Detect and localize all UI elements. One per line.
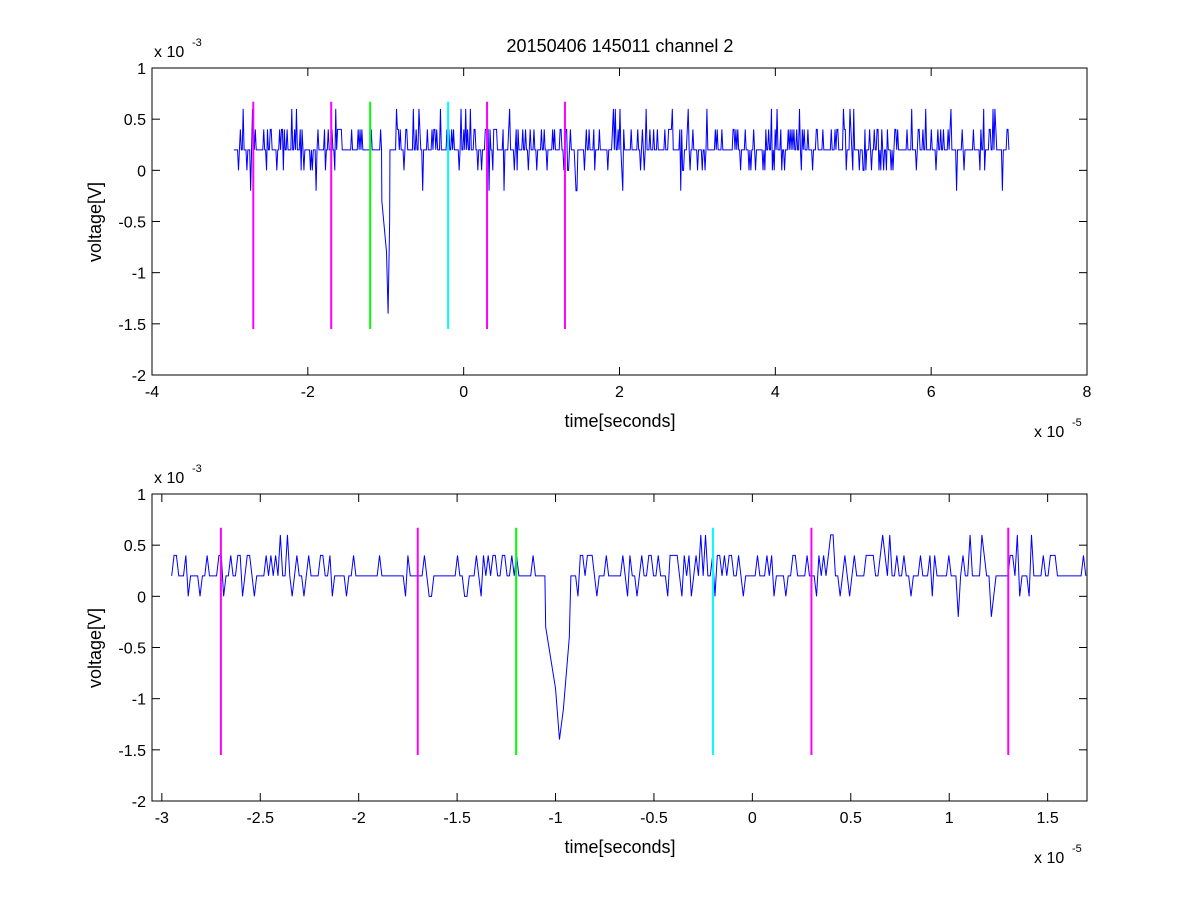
y-exponent-base: x 10 bbox=[154, 470, 184, 487]
y-exponent-base: x 10 bbox=[154, 44, 184, 61]
x-exponent-power: -5 bbox=[1072, 417, 1082, 429]
y-tick-label: 1 bbox=[137, 61, 146, 78]
y-tick-label: 0.5 bbox=[124, 538, 146, 555]
y-tick-label: 0.5 bbox=[124, 112, 146, 129]
signal-series bbox=[171, 534, 1087, 740]
y-tick-label: -1 bbox=[132, 266, 146, 283]
chart-title: 20150406 145011 channel 2 bbox=[507, 36, 734, 56]
x-tick-label: -2 bbox=[352, 810, 366, 827]
x-tick-label: 0 bbox=[748, 810, 757, 827]
y-tick-label: -2 bbox=[132, 794, 146, 811]
x-tick-label: -2.5 bbox=[246, 810, 274, 827]
x-tick-label: 0 bbox=[459, 384, 468, 401]
y-exponent-power: -3 bbox=[192, 37, 202, 49]
chart-top: 20150406 145011 channel 2 x 10 -3 x 10 -… bbox=[85, 36, 1092, 441]
x-tick-label: -1.5 bbox=[443, 810, 471, 827]
x-exponent-base: x 10 bbox=[1034, 850, 1064, 867]
y-tick-label: 1 bbox=[137, 487, 146, 504]
x-tick-label: 1 bbox=[945, 810, 954, 827]
y-tick-label: -0.5 bbox=[118, 641, 146, 658]
x-tick-label: 8 bbox=[1083, 384, 1092, 401]
x-tick-label: 6 bbox=[927, 384, 936, 401]
y-exponent-power: -3 bbox=[192, 463, 202, 475]
x-exponent-base: x 10 bbox=[1034, 424, 1064, 441]
y-exponent-label: x 10 -3 bbox=[154, 37, 202, 61]
x-tick-label: 2 bbox=[615, 384, 624, 401]
x-exponent-label: x 10 -5 bbox=[1034, 843, 1082, 867]
y-tick-label: -0.5 bbox=[118, 215, 146, 232]
x-tick-label: -3 bbox=[155, 810, 169, 827]
x-axis-label: time[seconds] bbox=[564, 837, 675, 857]
y-tick-label: 0 bbox=[137, 163, 146, 180]
y-axis-label: voltage[V] bbox=[85, 608, 105, 688]
y-tick-label: -1.5 bbox=[118, 317, 146, 334]
y-tick-label: -2 bbox=[132, 368, 146, 385]
x-axis-label: time[seconds] bbox=[564, 411, 675, 431]
x-tick-label: -1 bbox=[548, 810, 562, 827]
signal-series bbox=[233, 108, 1010, 314]
x-exponent-power: -5 bbox=[1072, 843, 1082, 855]
x-tick-label: -2 bbox=[301, 384, 315, 401]
y-tick-label: 0 bbox=[137, 589, 146, 606]
x-tick-label: -0.5 bbox=[640, 810, 668, 827]
chart-bottom: x 10 -3 x 10 -5 time[seconds] voltage[V]… bbox=[85, 463, 1088, 867]
x-tick-label: -4 bbox=[145, 384, 159, 401]
x-tick-label: 4 bbox=[771, 384, 780, 401]
y-exponent-label: x 10 -3 bbox=[154, 463, 202, 487]
x-tick-label: 0.5 bbox=[840, 810, 862, 827]
x-exponent-label: x 10 -5 bbox=[1034, 417, 1082, 441]
y-tick-label: -1 bbox=[132, 692, 146, 709]
x-tick-label: 1.5 bbox=[1037, 810, 1059, 827]
y-tick-label: -1.5 bbox=[118, 743, 146, 760]
y-axis-label: voltage[V] bbox=[85, 182, 105, 262]
